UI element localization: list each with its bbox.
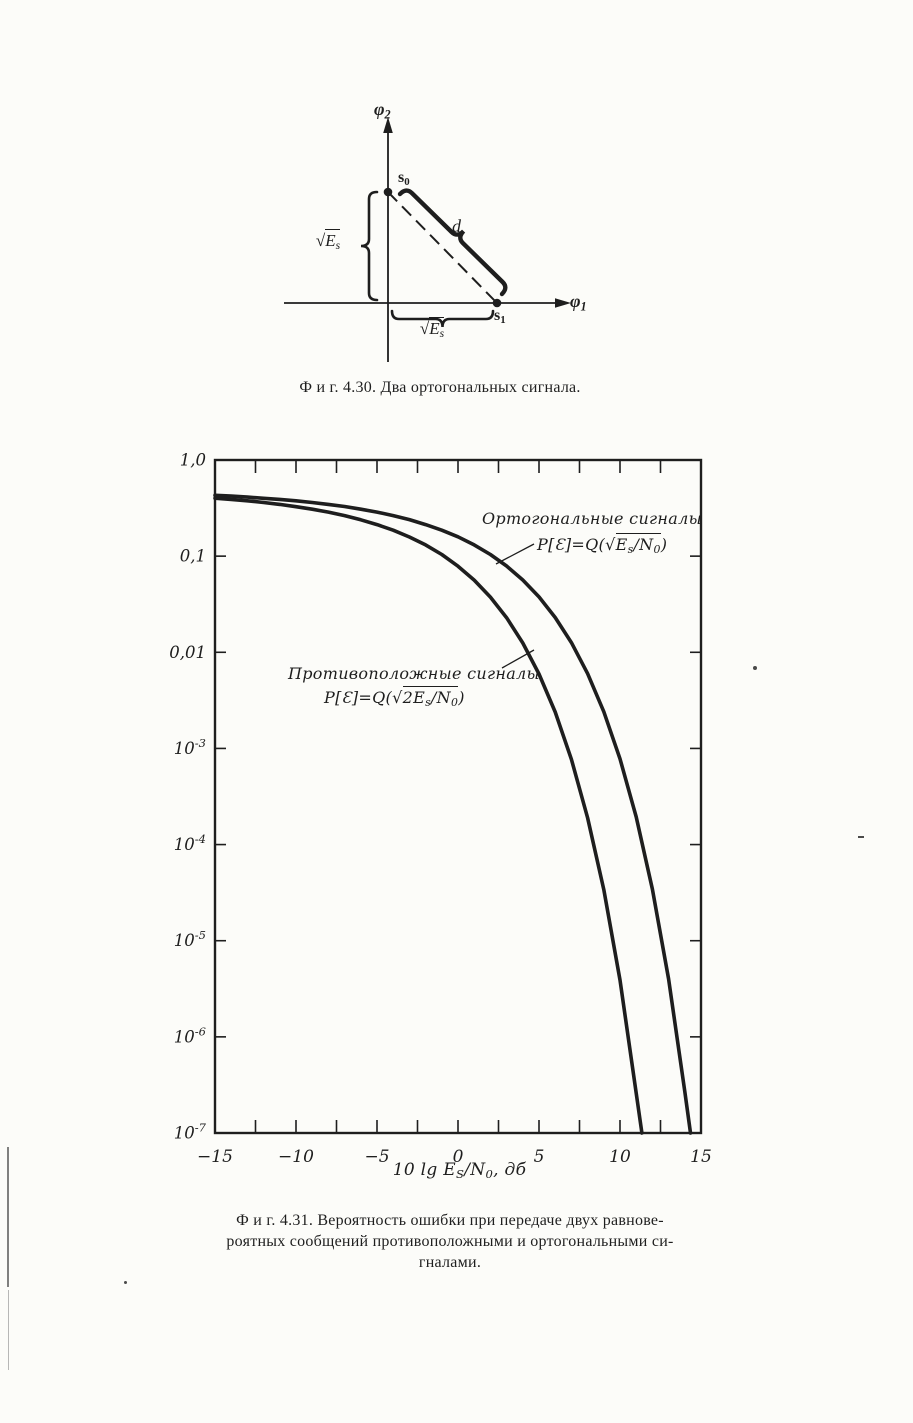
point-s1: [492, 298, 502, 308]
figure-431-caption-line3: гналами.: [418, 1254, 482, 1271]
curve2-formula: P[Ɛ]=Q(√2Es/N0): [324, 686, 465, 710]
error-probability-chart: 1,0 0,1 0,01 10-3 10-4 10-5 10-6 10-7 −15 −10 −5 0 5…: [169, 451, 712, 1168]
curve2-name-label: Противоположные сигналы: [288, 664, 540, 683]
y-tick-label: 10-5: [174, 928, 206, 950]
y-tick-label: 0,1: [180, 547, 206, 566]
curve1-formula: P[Ɛ]=Q(√Es/N0): [537, 533, 668, 557]
sqrt-es-bottom-label: √Es: [419, 317, 445, 341]
phi2-axis-arrow-icon: [383, 117, 393, 133]
curve-orthogonal-signals: [213, 493, 693, 1135]
point-s1-label: s1: [494, 307, 506, 327]
x-tick-label: 15: [690, 1147, 712, 1167]
x-tick-label: 10: [609, 1147, 631, 1167]
curve-antipodal-signals: [213, 496, 644, 1135]
x-tick-label: 5: [534, 1147, 545, 1167]
y-tick-label: 10-7: [174, 1121, 207, 1143]
figure-431-caption-line2: роятных сообщений противоположными и орт…: [226, 1233, 674, 1250]
scan-artifact-line: [8, 1290, 9, 1370]
chart-x-axis-label: 10 lg ES/N0, дб: [392, 1160, 527, 1182]
distance-brace: [397, 188, 508, 297]
scan-speck: [858, 836, 864, 838]
distance-d-label: d: [452, 216, 461, 236]
scan-speck: [124, 1281, 127, 1284]
y-tick-label: 0,01: [169, 643, 206, 662]
sqrt-es-left-label: √Es: [315, 229, 341, 253]
x-tick-label: −10: [278, 1147, 314, 1167]
figure-430-caption: Ф и г. 4.30. Два ортогональных сигнала.: [299, 379, 581, 396]
phi1-axis-label: φ1: [570, 291, 587, 314]
y-tick-label: 10-6: [174, 1024, 206, 1046]
y-tick-label: 10-4: [174, 832, 206, 854]
figure-431-caption: Ф и г. 4.31. Вероятность ошибки при пере…: [140, 1210, 760, 1273]
x-tick-label: −5: [364, 1147, 389, 1167]
scan-artifact-line: [7, 1147, 9, 1287]
figure-431-caption-line1: Ф и г. 4.31. Вероятность ошибки при пере…: [236, 1212, 664, 1229]
point-s0: [383, 187, 393, 197]
phi2-axis-label: φ2: [374, 99, 391, 122]
phi1-axis-arrow-icon: [555, 298, 571, 308]
distance-dashed-line: [387, 191, 498, 304]
orthogonal-signals-diagram: [284, 117, 571, 362]
curve1-name-label: Ортогональные сигналы: [482, 509, 702, 528]
x-tick-label: 0: [453, 1147, 464, 1167]
point-s0-label: s0: [398, 169, 410, 189]
curve1-leader-line: [495, 543, 535, 565]
sqrt-es-bottom-brace: [390, 309, 495, 328]
scan-speck: [753, 666, 757, 670]
y-tick-label: 1,0: [180, 451, 206, 470]
x-tick-label: −15: [197, 1147, 233, 1167]
sqrt-es-left-brace: [360, 190, 379, 302]
y-tick-label: 10-3: [174, 736, 206, 758]
